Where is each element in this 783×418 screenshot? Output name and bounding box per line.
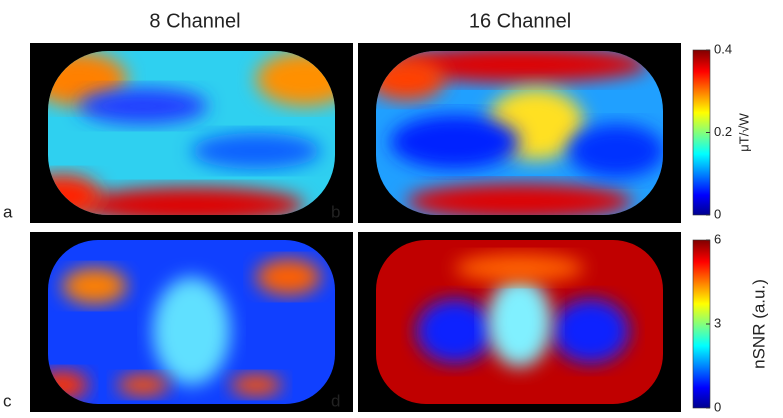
blob [552,299,630,364]
image-content [30,232,353,412]
image-content [358,232,681,412]
colorbar-label: μT/√W [736,113,751,152]
blob [78,88,207,124]
colorbar-label: nSNR (a.u.) [749,279,768,369]
blob [117,374,169,396]
blob [487,277,552,367]
image-content [358,43,681,223]
image-panel: b [331,43,681,223]
image-panel: a [3,43,353,223]
image-content [24,43,353,223]
colorbars: 0.4 0.2 0 μT/√W 6 3 0 nSNR (a.u.) [693,41,768,414]
image-panel: d [331,232,681,412]
panel-label: b [331,202,340,221]
blob [568,124,665,178]
image-panel: c [3,232,353,412]
blob [416,299,494,364]
column-title: 16 Channel [469,10,571,32]
panel-label: c [3,391,12,410]
colorbar-tick-label: 6 [714,231,721,246]
colorbar-tick-label: 0 [714,399,721,414]
panel-label: d [331,391,340,410]
blob [455,254,584,283]
blob [256,259,321,295]
colorbar-tick-label: 0.2 [714,124,732,139]
colorbar-tick-label: 3 [714,315,721,330]
blob [230,374,282,396]
blob [192,133,321,169]
blob [153,277,231,385]
colorbar-tick-label: 0 [714,206,721,221]
column-title: 8 Channel [149,10,240,32]
blob [390,115,519,169]
panel-label: a [3,202,13,221]
panels: a b c d [3,43,681,412]
blob [406,183,632,219]
colorbar-tick-label: 0.4 [714,41,732,56]
blob [62,268,127,304]
figure: 8 Channel 16 Channel a b c d 0.4 0.2 0 μT/√W 6 3… [0,0,783,418]
